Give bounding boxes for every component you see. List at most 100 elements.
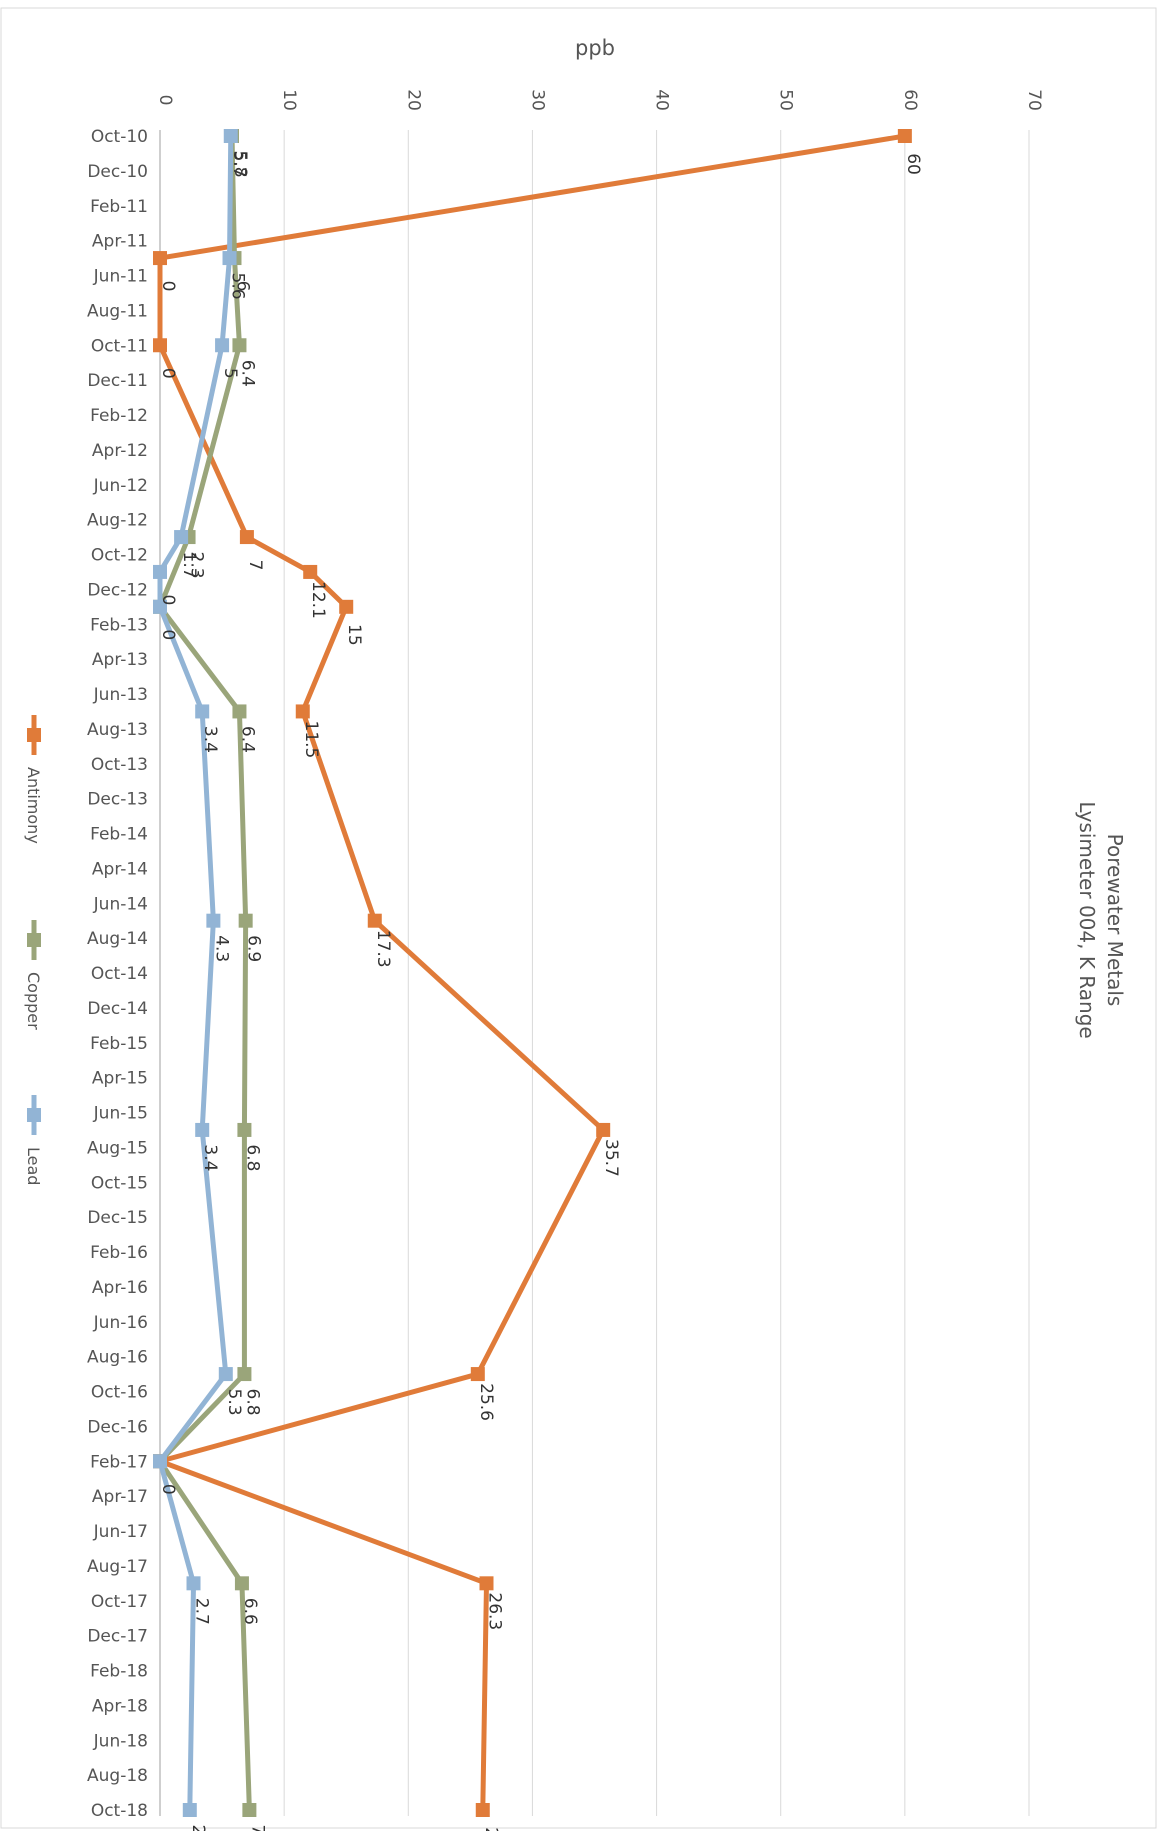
date-tick-label: Feb-15 — [90, 1034, 148, 1054]
data-label-antimony: 12.1 — [308, 581, 328, 619]
value-tick-label: 10 — [279, 89, 299, 111]
date-tick-label: Jun-17 — [93, 1522, 148, 1542]
data-label-antimony: 35.7 — [601, 1139, 621, 1177]
date-tick-label: Apr-13 — [92, 650, 148, 670]
data-point-copper — [238, 913, 253, 928]
date-tick-label: Jun-13 — [93, 685, 148, 705]
data-point-lead — [153, 1454, 167, 1469]
legend-label-lead: Lead — [24, 1147, 43, 1185]
series-lines — [153, 129, 912, 1817]
data-label-antimony: 17.3 — [373, 930, 393, 968]
data-label-lead: 5 — [220, 368, 240, 379]
date-tick-label: Jun-14 — [93, 894, 148, 914]
data-point-copper — [232, 704, 247, 719]
value-tick-label: 0 — [155, 95, 175, 106]
data-point-antimony — [479, 1576, 494, 1591]
data-point-lead — [153, 564, 167, 579]
date-tick-label: Feb-11 — [90, 197, 148, 217]
date-tick-label: Oct-16 — [91, 1383, 148, 1403]
value-tick-label: 50 — [776, 89, 796, 111]
data-label-antimony: 7 — [245, 560, 265, 571]
gridlines — [159, 130, 1030, 1816]
legend-swatch-marker — [27, 933, 41, 947]
chart-border — [0, 7, 1157, 1829]
date-tick-label: Apr-11 — [92, 232, 148, 252]
value-axis-title: ppb — [575, 36, 615, 60]
date-tick-label: Aug-12 — [87, 511, 148, 531]
date-tick-label: Dec-10 — [87, 162, 148, 182]
value-tick-label: 30 — [527, 89, 547, 111]
data-label-antimony: 25.6 — [476, 1383, 496, 1421]
data-point-antimony — [596, 1122, 611, 1137]
date-tick-label: Apr-18 — [92, 1696, 148, 1716]
date-tick-label: Aug-11 — [87, 301, 148, 321]
data-label-lead: 3.4 — [200, 726, 220, 753]
date-tick-label: Jun-16 — [93, 1313, 148, 1333]
date-tick-label: Feb-12 — [90, 406, 148, 426]
data-point-antimony — [897, 129, 912, 143]
data-point-antimony — [470, 1367, 485, 1382]
data-point-antimony — [153, 338, 167, 353]
data-label-antimony: 60 — [903, 153, 923, 175]
data-label-copper: 6.4 — [237, 360, 257, 387]
data-point-copper — [237, 1367, 252, 1382]
data-point-copper — [237, 1122, 252, 1137]
data-label-copper: 7.2 — [247, 1824, 267, 1831]
data-point-lead — [174, 530, 189, 545]
date-tick-label: Dec-14 — [87, 999, 148, 1019]
date-tick-label: Dec-17 — [87, 1627, 148, 1647]
date-tick-label: Aug-17 — [87, 1557, 148, 1577]
date-tick-label: Feb-13 — [90, 615, 148, 635]
data-label-antimony: 11.5 — [301, 721, 321, 759]
data-label-lead: 2.7 — [192, 1598, 212, 1625]
data-label-lead: 4.3 — [211, 935, 231, 962]
value-axis-ticks: 0 10 20 30 40 50 60 70 — [155, 89, 1044, 111]
data-point-copper — [232, 338, 247, 353]
data-label-copper: 2.3 — [187, 552, 207, 579]
data-label-lead: 5.7 — [229, 150, 249, 177]
data-point-copper — [234, 1576, 249, 1591]
date-tick-label: Dec-11 — [87, 371, 148, 391]
date-tick-label: Oct-10 — [91, 127, 148, 147]
date-tick-label: Oct-13 — [91, 755, 148, 775]
date-tick-label: Jun-11 — [93, 267, 148, 287]
date-tick-label: Aug-18 — [87, 1766, 148, 1786]
data-point-lead — [195, 704, 210, 719]
date-tick-label: Feb-14 — [90, 825, 148, 845]
data-point-lead — [223, 129, 238, 143]
data-point-antimony — [367, 913, 382, 928]
data-point-lead — [218, 1367, 233, 1382]
data-label-copper: 6.8 — [242, 1389, 262, 1416]
data-label-copper: 6.4 — [237, 726, 257, 753]
date-tick-label: Aug-16 — [87, 1348, 148, 1368]
date-tick-label: Dec-16 — [87, 1417, 148, 1437]
data-label-copper: 0 — [158, 629, 178, 640]
date-tick-label: Apr-17 — [92, 1487, 148, 1507]
data-label-copper: 5.8 — [230, 150, 250, 177]
legend-label-copper: Copper — [24, 972, 43, 1030]
data-label-antimony: 26 — [481, 1827, 501, 1831]
legend-swatch-marker — [27, 1108, 41, 1122]
data-point-antimony — [153, 251, 167, 266]
chart-title: Porewater Metals — [1103, 834, 1127, 1007]
date-tick-label: Oct-15 — [91, 1173, 148, 1193]
date-tick-label: Oct-14 — [91, 964, 148, 984]
data-label-antimony: 15 — [344, 624, 364, 646]
data-point-lead — [153, 599, 167, 614]
data-label-antimony: 26.3 — [484, 1592, 504, 1630]
data-label-lead: 5.6 — [228, 273, 248, 300]
data-label-lead: 0 — [158, 595, 178, 606]
data-point-lead — [195, 1122, 210, 1137]
data-point-copper — [242, 1803, 257, 1817]
value-tick-label: 20 — [403, 89, 423, 111]
date-tick-label: Dec-13 — [87, 790, 148, 810]
date-tick-label: Apr-15 — [92, 1069, 148, 1089]
data-point-antimony — [475, 1803, 490, 1817]
date-tick-label: Apr-14 — [92, 859, 148, 879]
data-label-copper: 6.8 — [242, 1144, 262, 1171]
data-label-lead: 2.4 — [188, 1824, 208, 1831]
data-label-copper: 6.9 — [244, 935, 264, 962]
date-tick-label: Jun-15 — [93, 1104, 148, 1124]
